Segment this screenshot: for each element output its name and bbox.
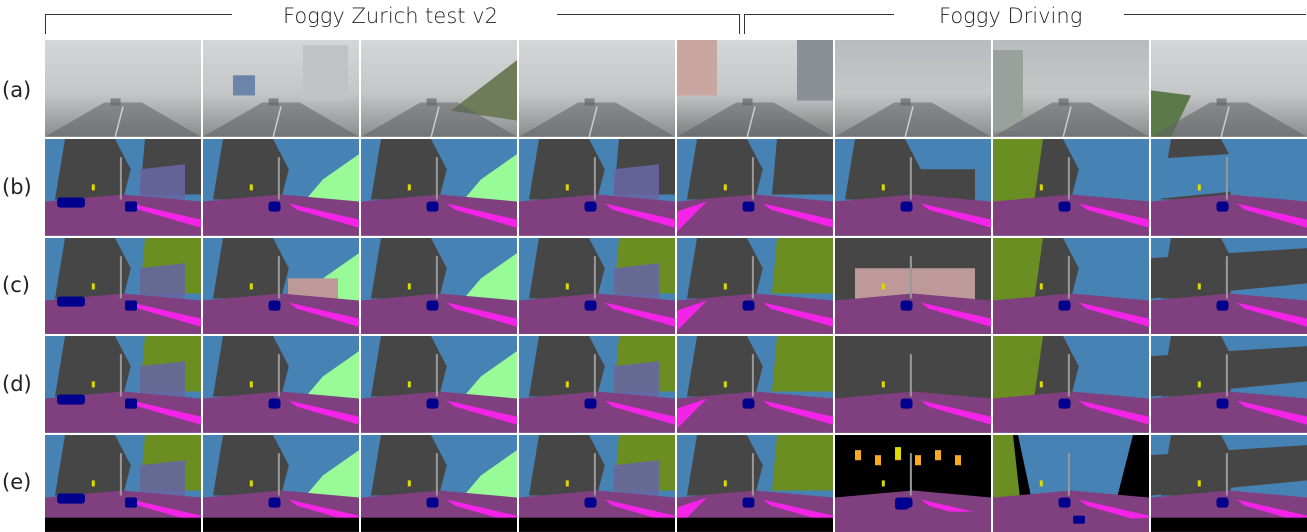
- image-cell-row-d-col-7: [993, 336, 1149, 434]
- segmentation-map: [677, 435, 833, 532]
- segmentation-map: [993, 336, 1149, 434]
- image-cell-row-c-col-7: [993, 237, 1149, 335]
- group-header-foggy-driving: Foggy Driving: [744, 0, 1306, 36]
- segmentation-map: [45, 336, 201, 434]
- image-cell-row-b-col-2: [203, 138, 359, 236]
- image-cell-row-c-col-1: [45, 237, 201, 335]
- segmentation-map: [1151, 336, 1307, 434]
- image-cell-row-d-col-4: [519, 336, 675, 434]
- image-cell-row-b-col-3: [361, 138, 517, 236]
- foggy-photo: [203, 40, 359, 137]
- segmentation-map: [45, 237, 201, 335]
- segmentation-map: [203, 435, 359, 532]
- image-cell-row-e-col-7: [993, 435, 1149, 532]
- segmentation-map: [203, 336, 359, 434]
- segmentation-map: [519, 336, 675, 434]
- image-cell-row-a-col-7: [993, 40, 1149, 137]
- image-grid: [45, 40, 1307, 532]
- foggy-photo: [361, 40, 517, 137]
- group-title-foggy-zurich: Foggy Zurich test v2: [283, 4, 498, 28]
- image-cell-row-d-col-8: [1151, 336, 1307, 434]
- image-cell-row-e-col-6: [835, 435, 991, 532]
- image-cell-row-a-col-3: [361, 40, 517, 137]
- image-cell-row-b-col-8: [1151, 138, 1307, 236]
- image-cell-row-b-col-1: [45, 138, 201, 236]
- image-cell-row-d-col-5: [677, 336, 833, 434]
- segmentation-map: [361, 435, 517, 532]
- foggy-photo: [45, 40, 201, 137]
- image-cell-row-a-col-1: [45, 40, 201, 137]
- image-cell-row-d-col-6: [835, 336, 991, 434]
- bracket-line-left: [45, 14, 232, 15]
- segmentation-map: [677, 138, 833, 236]
- segmentation-map: [993, 138, 1149, 236]
- segmentation-map: [993, 435, 1149, 532]
- image-cell-row-b-col-5: [677, 138, 833, 236]
- image-cell-row-e-col-2: [203, 435, 359, 532]
- segmentation-map: [1151, 435, 1307, 532]
- image-cell-row-b-col-6: [835, 138, 991, 236]
- image-cell-row-b-col-7: [993, 138, 1149, 236]
- image-cell-row-a-col-6: [835, 40, 991, 137]
- segmentation-map: [677, 237, 833, 335]
- group-title-foggy-driving: Foggy Driving: [939, 4, 1083, 28]
- segmentation-map: [45, 138, 201, 236]
- segmentation-map: [1151, 138, 1307, 236]
- foggy-photo: [993, 40, 1149, 137]
- segmentation-map: [45, 435, 201, 532]
- image-cell-row-e-col-4: [519, 435, 675, 532]
- segmentation-map: [835, 435, 991, 532]
- bracket-right-tick: [739, 14, 740, 34]
- segmentation-map: [1151, 237, 1307, 335]
- segmentation-map: [203, 237, 359, 335]
- bracket-line-right: [557, 14, 740, 15]
- image-cell-row-c-col-5: [677, 237, 833, 335]
- segmentation-map: [519, 237, 675, 335]
- segmentation-map: [361, 336, 517, 434]
- row-label-d: (d): [2, 372, 32, 396]
- row-label-e: (e): [2, 470, 32, 494]
- segmentation-map: [519, 435, 675, 532]
- segmentation-map: [361, 237, 517, 335]
- bracket-line-right: [1124, 14, 1306, 15]
- image-cell-row-c-col-8: [1151, 237, 1307, 335]
- image-cell-row-e-col-1: [45, 435, 201, 532]
- image-cell-row-c-col-6: [835, 237, 991, 335]
- image-cell-row-a-col-4: [519, 40, 675, 137]
- image-cell-row-d-col-1: [45, 336, 201, 434]
- segmentation-map: [993, 237, 1149, 335]
- segmentation-map: [835, 138, 991, 236]
- foggy-photo: [519, 40, 675, 137]
- segmentation-map: [203, 138, 359, 236]
- image-cell-row-a-col-8: [1151, 40, 1307, 137]
- image-cell-row-d-col-3: [361, 336, 517, 434]
- row-label-a: (a): [2, 78, 32, 102]
- bracket-left-tick: [744, 14, 745, 34]
- segmentation-map: [835, 336, 991, 434]
- image-cell-row-e-col-8: [1151, 435, 1307, 532]
- image-cell-row-a-col-5: [677, 40, 833, 137]
- image-cell-row-c-col-3: [361, 237, 517, 335]
- row-label-c: (c): [2, 273, 30, 297]
- bracket-left-tick: [45, 14, 46, 34]
- foggy-photo: [1151, 40, 1307, 137]
- group-header-foggy-zurich: Foggy Zurich test v2: [45, 0, 740, 36]
- image-cell-row-c-col-2: [203, 237, 359, 335]
- image-cell-row-e-col-3: [361, 435, 517, 532]
- image-cell-row-a-col-2: [203, 40, 359, 137]
- image-cell-row-d-col-2: [203, 336, 359, 434]
- image-cell-row-b-col-4: [519, 138, 675, 236]
- segmentation-map: [519, 138, 675, 236]
- row-label-b: (b): [2, 175, 32, 199]
- image-cell-row-e-col-5: [677, 435, 833, 532]
- bracket-line-left: [744, 14, 894, 15]
- segmentation-map: [835, 237, 991, 335]
- segmentation-map: [677, 336, 833, 434]
- segmentation-map: [361, 138, 517, 236]
- foggy-photo: [835, 40, 991, 137]
- foggy-photo: [677, 40, 833, 137]
- image-cell-row-c-col-4: [519, 237, 675, 335]
